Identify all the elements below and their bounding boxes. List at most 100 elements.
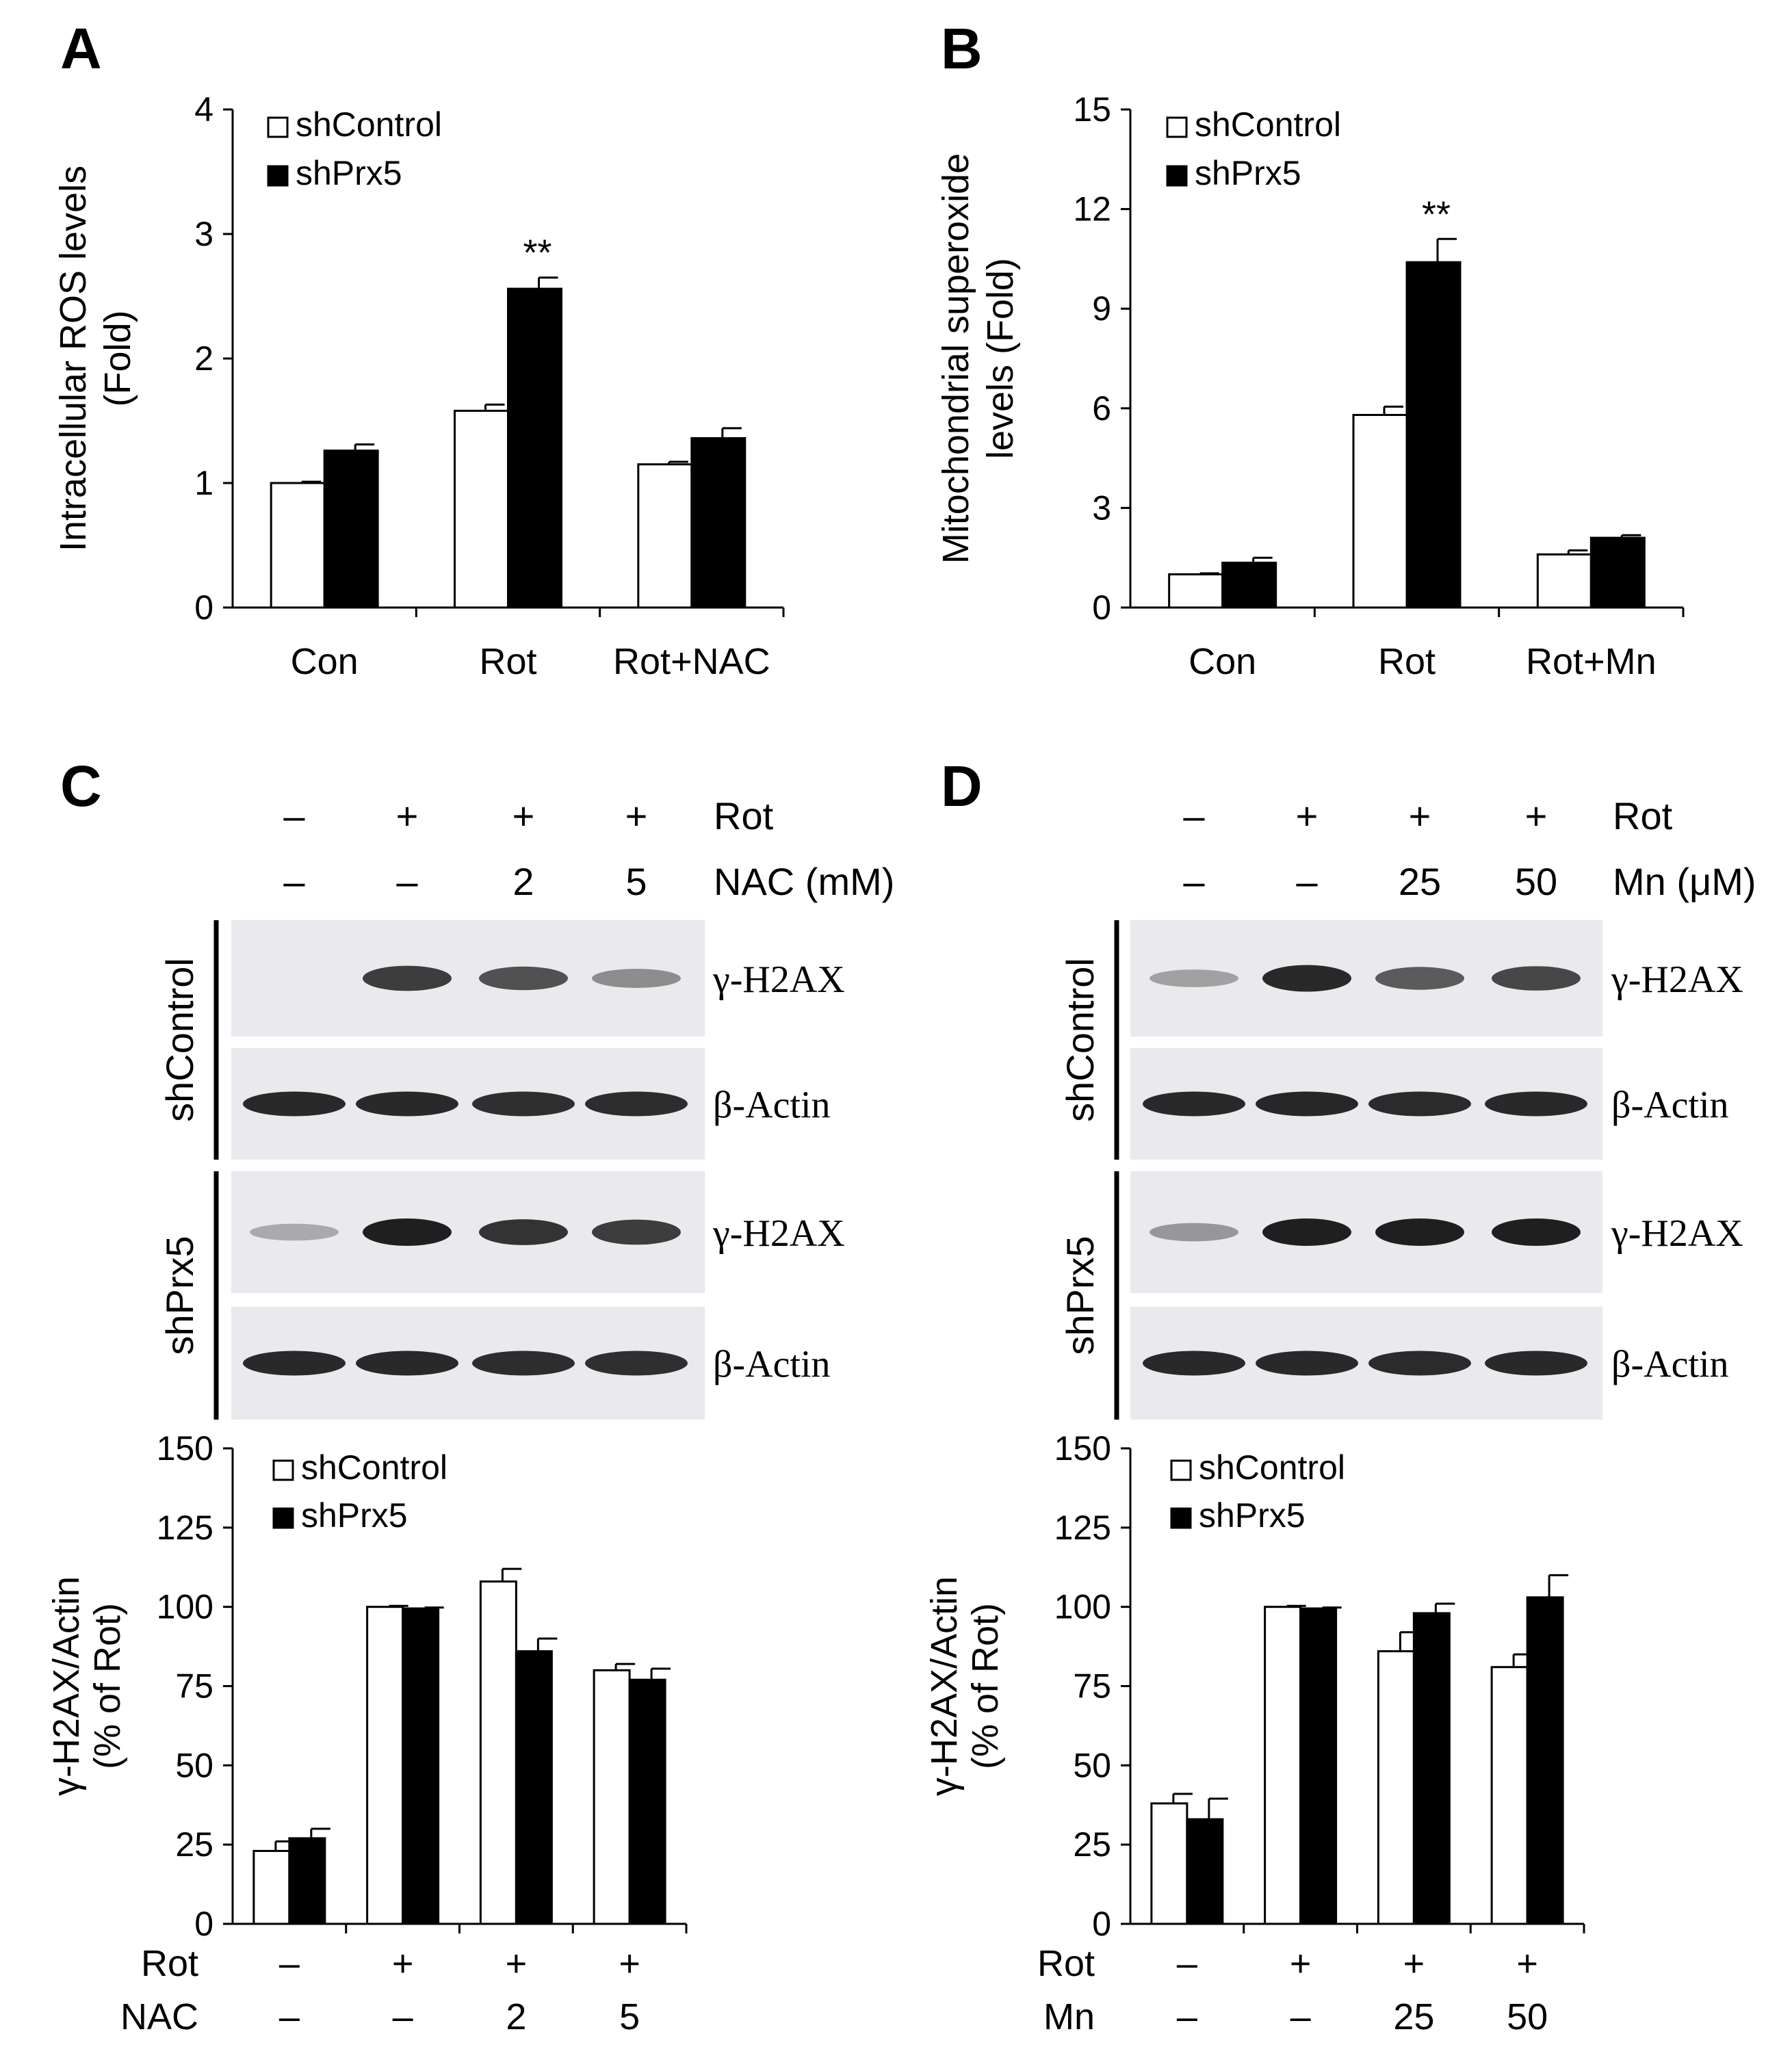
blot-band-c bbox=[585, 1091, 688, 1117]
y-axis-label-a: (Fold) bbox=[97, 310, 138, 406]
treatment-value-c: – bbox=[283, 794, 305, 837]
blot-band-d bbox=[1150, 1223, 1238, 1242]
treatment-value-d: – bbox=[1183, 860, 1205, 903]
blot-band-c bbox=[250, 1223, 339, 1241]
y-axis-label-b: levels (Fold) bbox=[980, 258, 1021, 459]
legend-label-shprx5: shPrx5 bbox=[1199, 1496, 1306, 1535]
category-label-b: Con bbox=[1189, 641, 1256, 682]
y-tick-label-c: 100 bbox=[157, 1588, 213, 1626]
y-tick-label-c: 150 bbox=[157, 1429, 213, 1468]
legend-label-shprx5: shPrx5 bbox=[301, 1496, 408, 1535]
legend-swatch-shcontrol bbox=[1170, 1459, 1192, 1481]
legend-label-shprx5: shPrx5 bbox=[296, 154, 402, 192]
chart-d-h2ax: 0 25 50 75 100 125 150 Rot – + + + Mn – – 25 50 γ-H2AX/Ac… bbox=[924, 1429, 1585, 2037]
bar-a-shcontrol bbox=[637, 463, 693, 609]
treatment-value-c: – bbox=[283, 860, 305, 903]
row-group-label-c: shPrx5 bbox=[158, 1236, 201, 1355]
blot-label-c: γ-H2AX bbox=[712, 959, 845, 1001]
blot-band-c bbox=[243, 1351, 346, 1376]
blot-band-d bbox=[1368, 1091, 1471, 1117]
row-group-label-d: shPrx5 bbox=[1059, 1236, 1102, 1355]
bar-d-shcontrol bbox=[1150, 1802, 1189, 1925]
panel-letter-d: D bbox=[941, 754, 983, 818]
legend-label-shcontrol: shControl bbox=[1199, 1448, 1345, 1487]
bar-a-shcontrol bbox=[270, 482, 326, 609]
significance-marker-b: ** bbox=[1422, 194, 1451, 235]
y-tick-label-b: 9 bbox=[1092, 289, 1111, 328]
bar-b-shprx5 bbox=[1221, 561, 1277, 609]
legend-label-shcontrol: shControl bbox=[301, 1448, 447, 1487]
legend-swatch-shprx5 bbox=[1170, 1507, 1192, 1529]
x-row-value-d: 25 bbox=[1393, 1996, 1434, 2037]
y-tick-label-d: 25 bbox=[1073, 1825, 1111, 1864]
bar-a-shcontrol bbox=[454, 409, 509, 609]
blot-band-c bbox=[592, 969, 681, 988]
y-tick-label-d: 150 bbox=[1054, 1429, 1111, 1468]
blot-band-d bbox=[1375, 1218, 1464, 1246]
bar-a-shprx5 bbox=[323, 449, 379, 609]
blot-label-c: γ-H2AX bbox=[712, 1212, 845, 1255]
x-row-value-c: 2 bbox=[506, 1996, 526, 2037]
panel-letter-b: B bbox=[941, 16, 983, 81]
treatment-value-d: + bbox=[1409, 794, 1431, 837]
y-tick-label-d: 0 bbox=[1092, 1905, 1111, 1943]
y-tick-label-b: 6 bbox=[1092, 389, 1111, 428]
blot-band-d bbox=[1375, 967, 1464, 990]
bar-d-shcontrol bbox=[1264, 1606, 1302, 1925]
blot-label-d: γ-H2AX bbox=[1611, 959, 1743, 1001]
x-row-label-d: Mn bbox=[1043, 1996, 1095, 2037]
y-tick-label-c: 0 bbox=[194, 1905, 213, 1943]
treatment-value-c: – bbox=[396, 860, 418, 903]
blot-band-c bbox=[356, 1091, 458, 1117]
x-row-value-c: 5 bbox=[619, 1996, 640, 2037]
x-row-value-c: + bbox=[392, 1943, 414, 1984]
y-tick-label-b: 0 bbox=[1092, 588, 1111, 627]
row-group-label-c: shControl bbox=[158, 958, 201, 1122]
x-row-label-c: Rot bbox=[141, 1943, 198, 1984]
treatment-value-c: + bbox=[625, 794, 648, 837]
legend-swatch-shcontrol bbox=[267, 116, 289, 138]
y-tick-label-c: 75 bbox=[175, 1667, 213, 1706]
legend-label-shprx5: shPrx5 bbox=[1195, 154, 1301, 192]
treatment-value-d: 50 bbox=[1515, 860, 1557, 903]
y-tick-label-d: 75 bbox=[1073, 1667, 1111, 1706]
x-row-value-d: – bbox=[1177, 1943, 1197, 1984]
blot-band-d bbox=[1492, 1218, 1581, 1246]
row-group-label-d: shControl bbox=[1059, 958, 1102, 1122]
bar-d-shcontrol bbox=[1490, 1666, 1529, 1925]
blot-band-d bbox=[1492, 966, 1581, 991]
bar-d-shprx5 bbox=[1412, 1612, 1451, 1925]
blot-band-c bbox=[479, 966, 568, 991]
y-tick-label-d: 100 bbox=[1054, 1588, 1111, 1626]
treatment-value-d: + bbox=[1525, 794, 1548, 837]
blot-label-d: β-Actin bbox=[1611, 1344, 1729, 1386]
x-row-value-d: – bbox=[1290, 1996, 1311, 2037]
y-tick-label-b: 15 bbox=[1073, 90, 1111, 129]
blot-band-c bbox=[479, 1219, 568, 1245]
blot-band-d bbox=[1262, 1218, 1351, 1246]
x-row-value-d: + bbox=[1403, 1943, 1425, 1984]
y-tick-label-a: 2 bbox=[194, 339, 213, 378]
bar-c-shcontrol bbox=[366, 1606, 404, 1925]
treatment-label-d: Mn (μM) bbox=[1613, 860, 1756, 903]
blot-band-d bbox=[1150, 969, 1238, 987]
bar-c-shprx5 bbox=[515, 1650, 553, 1925]
x-row-label-c: NAC bbox=[120, 1996, 198, 2037]
blot-band-c bbox=[363, 965, 452, 991]
bar-a-shprx5 bbox=[507, 287, 562, 609]
x-row-value-d: + bbox=[1290, 1943, 1312, 1984]
legend-swatch-shprx5 bbox=[267, 165, 289, 187]
treatment-value-d: + bbox=[1296, 794, 1319, 837]
blot-band-c bbox=[472, 1091, 575, 1117]
y-tick-label-a: 1 bbox=[194, 464, 213, 502]
treatment-label-d: Rot bbox=[1613, 794, 1673, 837]
bar-c-shprx5 bbox=[288, 1837, 326, 1925]
x-row-value-c: + bbox=[619, 1943, 640, 1984]
blot-label-d: β-Actin bbox=[1611, 1084, 1729, 1127]
y-axis-label-d: γ-H2AX/Actin bbox=[924, 1576, 965, 1796]
bar-a-shprx5 bbox=[690, 436, 746, 609]
bar-c-shprx5 bbox=[628, 1678, 666, 1925]
blot-band-d bbox=[1256, 1351, 1358, 1376]
blot-band-d bbox=[1256, 1091, 1358, 1117]
category-label-b: Rot+Mn bbox=[1526, 641, 1657, 682]
